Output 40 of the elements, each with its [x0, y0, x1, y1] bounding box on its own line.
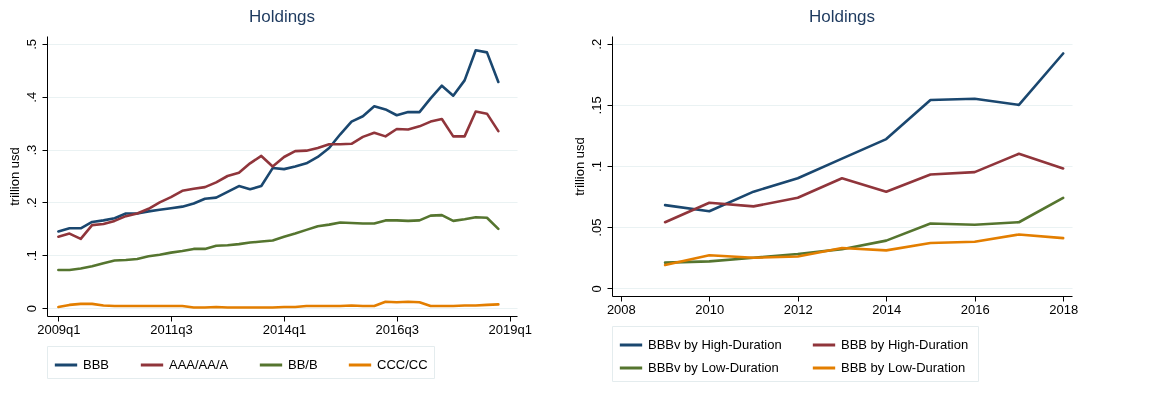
y-tick-label: 0 — [23, 304, 39, 313]
chart-title: Holdings — [248, 7, 316, 26]
line-series — [663, 152, 1065, 224]
line-series — [57, 110, 500, 241]
x-tick-label: 2014 — [872, 301, 902, 317]
line-series — [57, 48, 500, 233]
chart-title: Holdings — [808, 7, 876, 26]
legend-label: CCC/CC — [377, 357, 428, 372]
line-series — [663, 233, 1065, 267]
legend-label: BBBv by High-Duration — [648, 337, 782, 352]
x-tick-label: 2010 — [695, 301, 725, 317]
line-series — [57, 213, 500, 272]
legend-label: BBBv by Low-Duration — [648, 360, 779, 375]
legend-label: BBB by Low-Duration — [841, 360, 966, 375]
legend-label: BBB — [83, 357, 110, 372]
y-tick-label: .2 — [588, 38, 604, 50]
x-tick-label: 2008 — [606, 301, 636, 317]
x-tick-label: 2012 — [783, 301, 813, 317]
x-tick-label: 2016 — [960, 301, 990, 317]
y-axis-title: trillion usd — [6, 147, 22, 206]
y-tick-label: .4 — [23, 91, 39, 103]
y-tick-label: 0 — [588, 285, 604, 293]
x-tick-label: 2019q1 — [488, 321, 532, 337]
legend-label: BBB by High-Duration — [841, 337, 969, 352]
legend-label: BB/B — [288, 357, 318, 372]
x-tick-label: 2009q1 — [37, 321, 81, 337]
y-tick-label: .1 — [23, 250, 39, 262]
y-tick-label: .15 — [588, 96, 604, 115]
x-tick-label: 2014q1 — [262, 321, 307, 337]
y-axis-title: trillion usd — [571, 137, 587, 196]
x-tick-label: 2011q3 — [150, 321, 193, 337]
x-tick-label: 2018 — [1049, 301, 1079, 317]
y-tick-label: .5 — [23, 39, 39, 50]
line-series — [663, 52, 1065, 213]
y-tick-label: .2 — [23, 197, 39, 209]
y-tick-label: .3 — [23, 144, 39, 156]
x-tick-label: 2016q3 — [375, 321, 419, 337]
y-tick-label: .05 — [588, 218, 604, 237]
y-tick-label: .1 — [588, 161, 604, 172]
legend-label: AAA/AA/A — [169, 357, 229, 372]
